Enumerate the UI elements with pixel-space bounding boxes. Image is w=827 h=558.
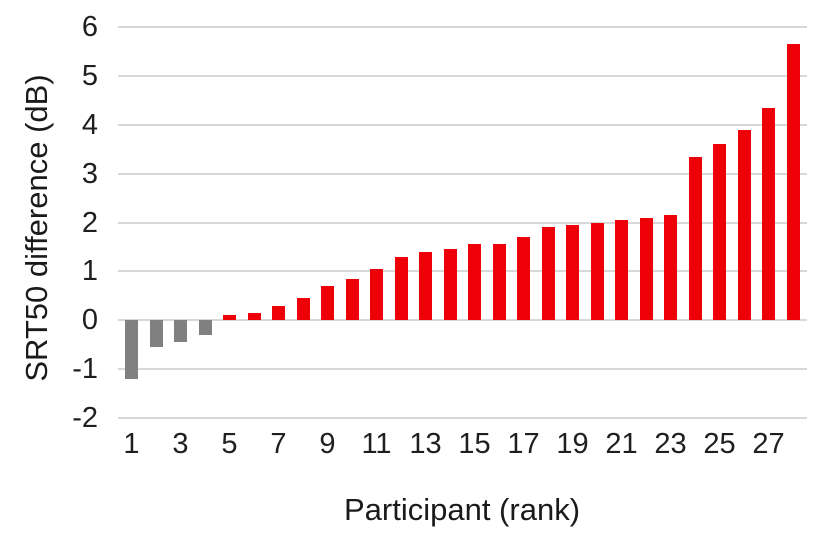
bar-rank-12 bbox=[394, 256, 408, 321]
x-tick-label-19: 19 bbox=[556, 428, 589, 460]
x-tick-label-17: 17 bbox=[507, 428, 540, 460]
bar-rank-6 bbox=[247, 312, 261, 321]
x-axis-title: Participant (rank) bbox=[343, 492, 581, 527]
y-tick-label-3: 3 bbox=[81, 157, 98, 190]
y-tick-label-6: 6 bbox=[81, 11, 98, 43]
x-tick-label-25: 25 bbox=[703, 428, 736, 460]
bar-rank-15 bbox=[468, 244, 481, 321]
gridline-y-2 bbox=[118, 221, 807, 224]
bar-rank-21 bbox=[615, 220, 628, 321]
x-tick-label-7: 7 bbox=[270, 428, 287, 460]
y-tick-label-4: 4 bbox=[81, 108, 98, 141]
gridline-y--1 bbox=[118, 368, 807, 371]
bar-rank-17 bbox=[517, 237, 530, 321]
bar-rank-28 bbox=[786, 44, 800, 321]
bar-rank-16 bbox=[492, 244, 506, 321]
x-tick-label-27: 27 bbox=[752, 428, 785, 460]
bar-rank-11 bbox=[370, 268, 383, 321]
gridline-y-3 bbox=[118, 172, 807, 175]
bar-rank-7 bbox=[272, 305, 285, 321]
x-tick-label-21: 21 bbox=[605, 428, 638, 460]
bar-rank-9 bbox=[321, 286, 334, 321]
plot-area bbox=[118, 26, 807, 419]
y-tick-label--1: -1 bbox=[72, 353, 98, 386]
bar-rank-24 bbox=[688, 156, 702, 321]
y-tick-label-5: 5 bbox=[81, 59, 98, 92]
bar-rank-25 bbox=[713, 144, 726, 321]
y-tick-label-2: 2 bbox=[81, 206, 98, 239]
bar-rank-2 bbox=[149, 320, 163, 348]
x-tick-label-9: 9 bbox=[319, 428, 336, 460]
bar-rank-26 bbox=[737, 129, 751, 321]
x-tick-label-23: 23 bbox=[654, 428, 687, 460]
bar-rank-20 bbox=[590, 222, 604, 321]
x-tick-label-1: 1 bbox=[123, 428, 140, 460]
gridline-y--2 bbox=[118, 417, 807, 419]
x-tick-label-13: 13 bbox=[409, 428, 442, 460]
x-tick-label-11: 11 bbox=[361, 428, 392, 460]
bar-rank-23 bbox=[664, 215, 677, 321]
y-tick-label-1: 1 bbox=[81, 255, 98, 288]
y-tick-label-0: 0 bbox=[81, 304, 98, 337]
x-tick-label-3: 3 bbox=[172, 428, 189, 460]
gridline-y-1 bbox=[118, 270, 807, 273]
bar-rank-1 bbox=[125, 320, 138, 379]
gridline-y-4 bbox=[118, 123, 807, 126]
bar-rank-19 bbox=[566, 224, 579, 321]
x-tick-label-15: 15 bbox=[458, 428, 491, 460]
gridline-y-5 bbox=[118, 74, 807, 77]
x-tick-label-5: 5 bbox=[221, 428, 238, 460]
bar-rank-22 bbox=[639, 217, 653, 321]
gridline-y-6 bbox=[118, 26, 807, 28]
bar-rank-18 bbox=[541, 227, 555, 321]
bar-rank-14 bbox=[443, 249, 457, 321]
bar-rank-13 bbox=[419, 251, 432, 321]
gridline-y-0 bbox=[118, 319, 807, 322]
bar-rank-4 bbox=[198, 320, 212, 335]
bar-rank-10 bbox=[345, 278, 359, 321]
bar-rank-27 bbox=[762, 107, 775, 321]
y-tick-label--2: -2 bbox=[72, 402, 98, 434]
bar-rank-3 bbox=[174, 320, 187, 343]
bar-rank-8 bbox=[296, 298, 310, 321]
bar-rank-5 bbox=[223, 315, 236, 321]
